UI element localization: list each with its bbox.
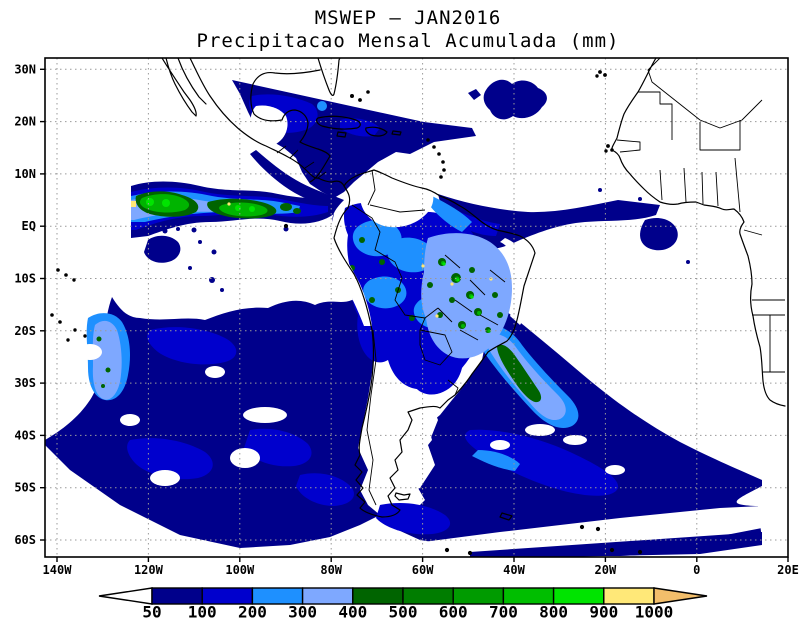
chart-title: MSWEP – JAN2016 [315,7,502,29]
y-tick-label: 60S [14,533,36,547]
country-borders [276,58,785,506]
grid-lines [45,58,788,557]
precip-yellow-layer [131,201,493,318]
axis-labels: 140W 120W 100W 80W 60W 40W 20W 0 20E 30N 20N 10N EQ 1… [14,62,799,577]
x-tick-label: 100W [225,563,255,577]
map-frame [44,57,789,558]
y-tick-label: 20N [14,115,36,129]
colorbar-label: 900 [589,603,618,618]
colorbar-label: 200 [238,603,267,618]
y-tick-label: 30N [14,62,36,76]
y-tick-label: EQ [22,219,36,233]
x-tick-label: 140W [43,563,73,577]
precip-sacz-green [497,344,542,403]
chart-subtitle: Precipitacao Mensal Acumulada (mm) [197,30,620,52]
y-tick-label: 20S [14,324,36,338]
y-tick-label: 30S [14,376,36,390]
x-tick-label: 20E [777,563,799,577]
x-tick-label: 20W [595,563,617,577]
colorbar-label: 400 [338,603,367,618]
x-tick-label: 80W [320,563,342,577]
x-tick-label: 40W [503,563,525,577]
x-tick-label: 0 [693,563,700,577]
colorbar-label: 300 [288,603,317,618]
y-tick-label: 10N [14,167,36,181]
precip-atlantic-blob [483,79,547,120]
colorbar-label: 1000 [635,603,674,618]
precip-bottom-wedge [470,532,762,557]
colorbar-label: 50 [142,603,161,618]
colorbar-label: 100 [188,603,217,618]
x-tick-label: 60W [412,563,434,577]
y-tick-label: 50S [14,481,36,495]
colorbar-label: 600 [439,603,468,618]
y-tick-label: 40S [14,428,36,442]
colorbar-label: 800 [539,603,568,618]
colorbar-label: 700 [489,603,518,618]
coastlines [50,58,786,556]
precip-south-atlantic [398,300,762,556]
colorbar: 50 100 200 300 400 500 600 700 800 900 1000 [98,587,708,618]
colorbar-label: 500 [389,603,418,618]
colorbar-arrow-right [653,587,708,605]
y-tick-label: 10S [14,272,36,286]
x-tick-label: 120W [134,563,164,577]
